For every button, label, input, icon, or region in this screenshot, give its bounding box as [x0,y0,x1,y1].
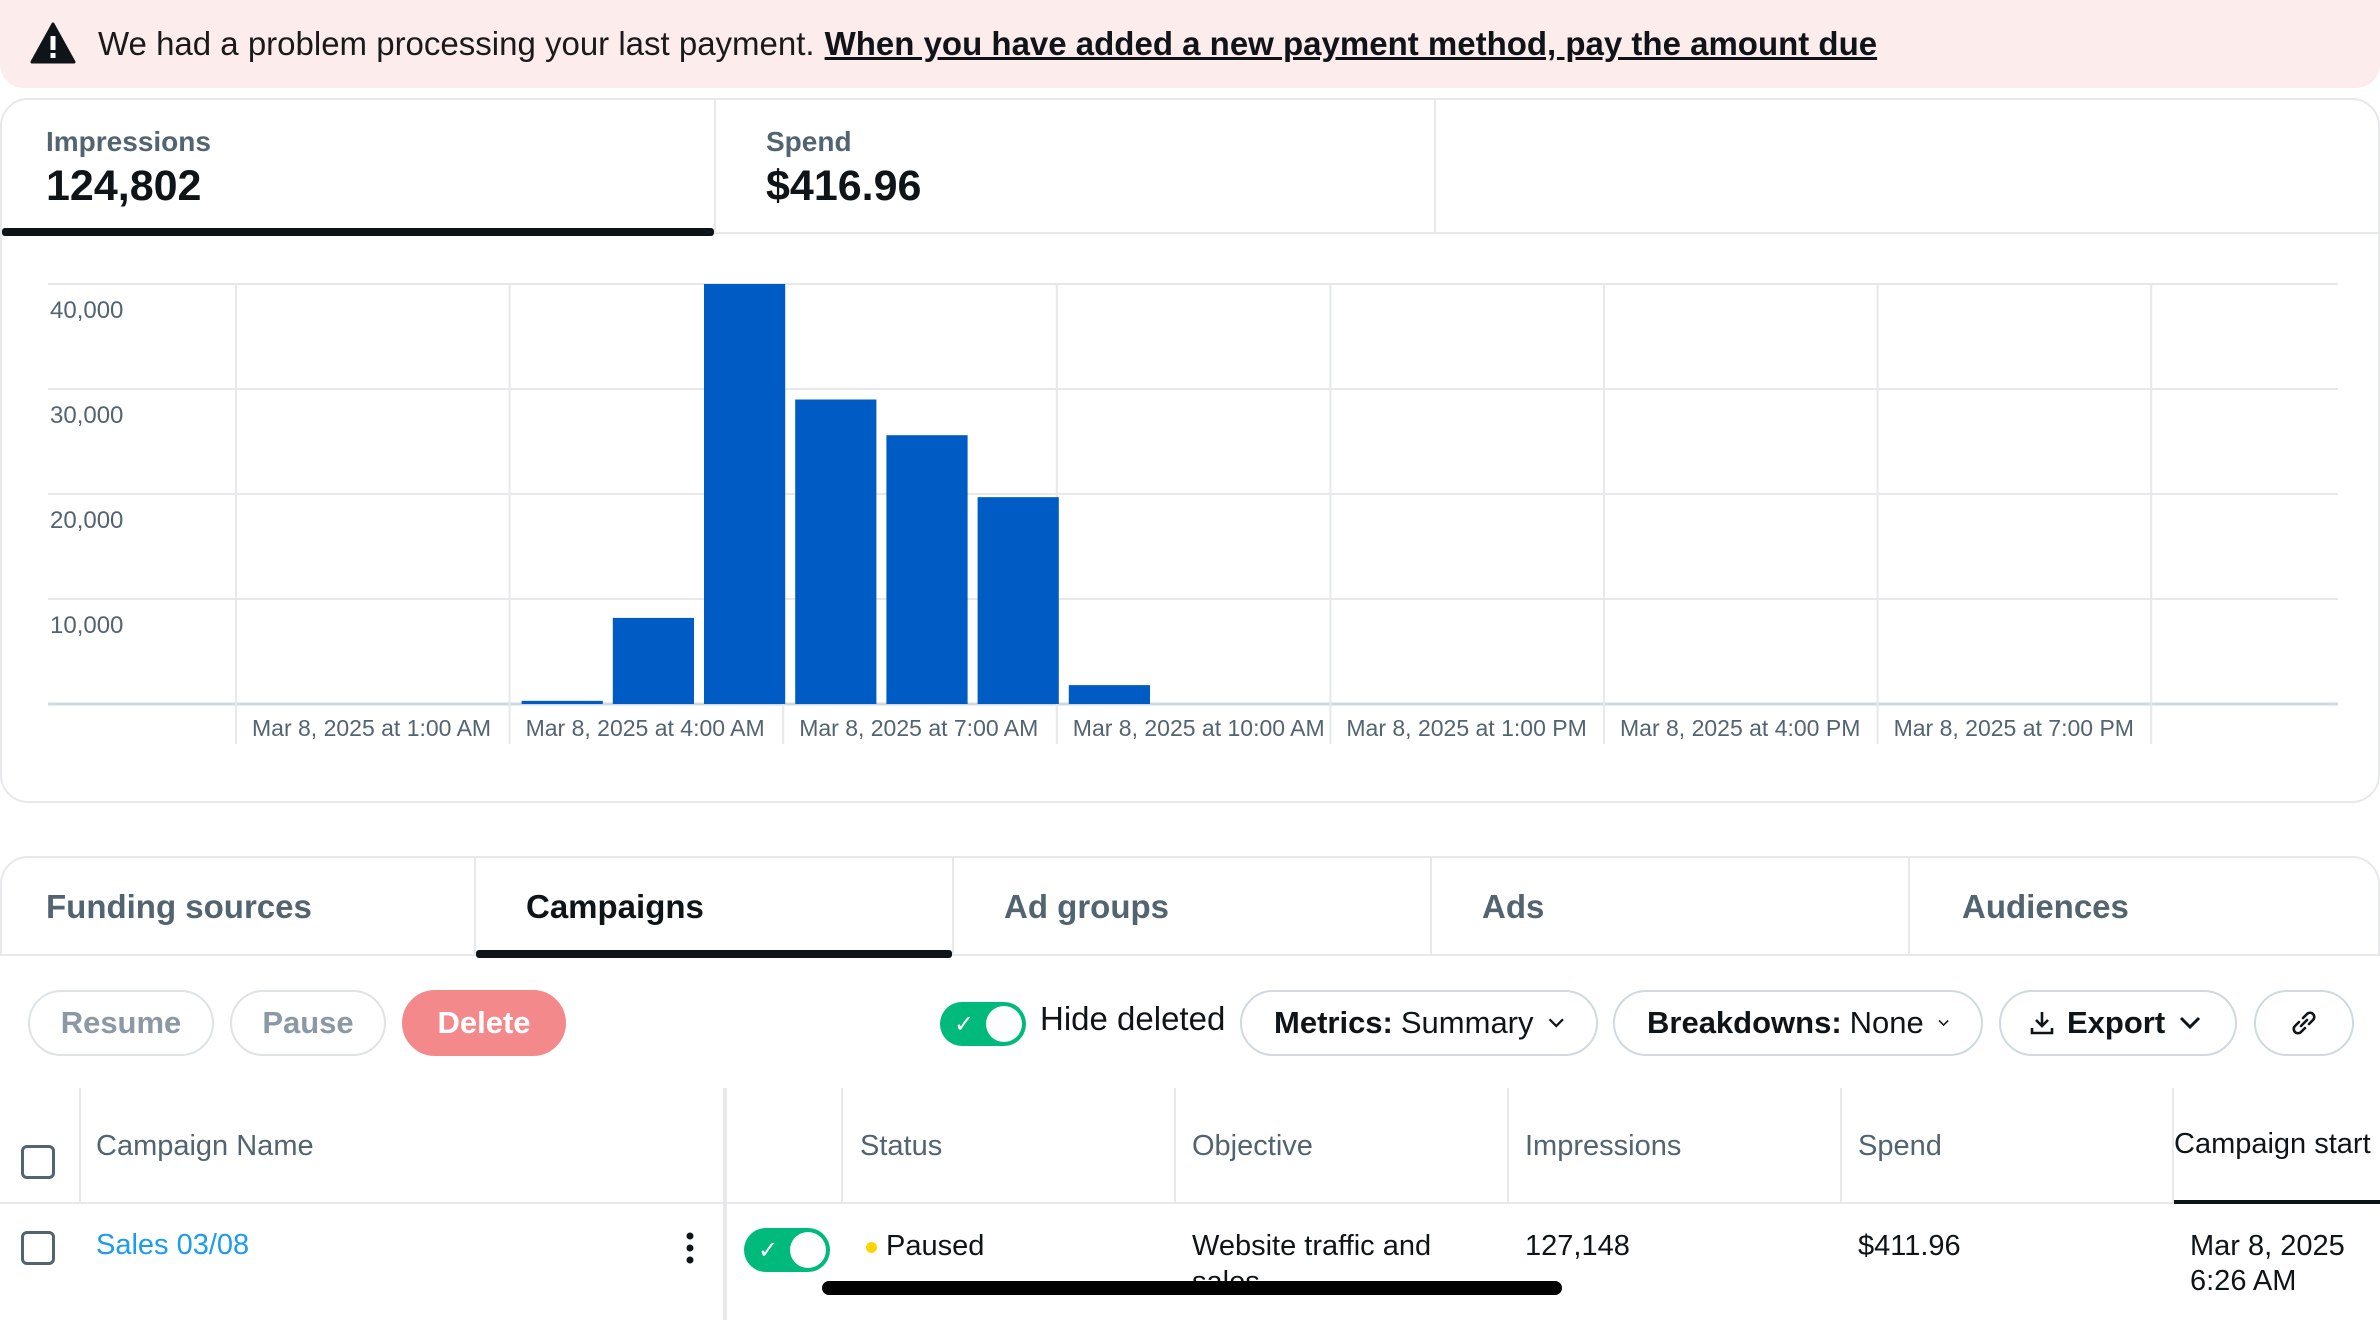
resume-button[interactable]: Resume [28,990,214,1056]
pause-button[interactable]: Pause [230,990,386,1056]
metric-label: Spend [766,126,852,157]
impressions-bar [521,700,603,704]
y-tick-label: 20,000 [50,507,123,534]
campaign-spend: $411.96 [1858,1230,1961,1262]
impressions-bar-chart: 40,000 30,000 20,000 10,000 Mar 8, 2025 at 1… [48,283,2338,744]
delete-button[interactable]: Delete [402,990,566,1056]
breakdowns-dropdown-value: None [1849,1005,1924,1040]
tab-audiences[interactable]: Audiences [1962,888,2129,925]
x-tick-label: Mar 8, 2025 at 1:00 AM [252,715,491,741]
metrics-dropdown[interactable]: Metrics: Summary [1240,990,1598,1056]
check-icon: ✓ [758,1237,779,1264]
metric-tab-impressions[interactable]: Impressions 124,802 [2,100,716,236]
column-impressions[interactable]: Impressions [1525,1129,1682,1162]
row-checkbox[interactable] [21,1231,55,1265]
chevron-down-icon [1548,1018,1564,1028]
tab-ad-groups[interactable]: Ad groups [954,858,1432,956]
export-label: Export [2067,1005,2166,1040]
impressions-bar [612,617,694,704]
column-objective[interactable]: Objective [1192,1129,1313,1162]
y-tick-label: 40,000 [50,297,123,324]
x-tick-label: Mar 8, 2025 at 4:00 PM [1620,715,1860,741]
impressions-bar [704,284,786,704]
tab-campaigns[interactable]: Campaigns [476,858,954,958]
x-tick-label: Mar 8, 2025 at 10:00 AM [1073,715,1325,741]
column-divider [723,1088,727,1320]
alert-message: We had a problem processing your last pa… [98,25,815,62]
x-tick-label: Mar 8, 2025 at 7:00 PM [1894,715,2134,741]
campaign-impressions: 127,148 [1525,1230,1630,1262]
tab-ads[interactable]: Ads [1432,858,1910,956]
column-divider [1174,1088,1176,1204]
x-tick-label: Mar 8, 2025 at 7:00 AM [799,715,1038,741]
campaign-name-link[interactable]: Sales 03/08 [96,1229,250,1261]
metric-value: $416.96 [766,162,922,210]
chevron-down-icon [1938,1019,1949,1027]
campaign-start-date: Mar 8, 2025 [2190,1230,2345,1262]
export-dropdown[interactable]: Export [1999,990,2237,1056]
warning-icon [30,22,76,64]
campaign-status: Paused [886,1230,985,1262]
column-divider [841,1088,843,1204]
column-campaign-start[interactable]: Campaign start [2174,1088,2380,1204]
toggle-knob [790,1232,826,1268]
link-icon [2292,1011,2316,1035]
copy-link-button[interactable] [2254,990,2354,1056]
column-divider [1507,1088,1509,1204]
impressions-bar [1068,685,1150,704]
impressions-bar [795,399,877,704]
column-status[interactable]: Status [860,1129,943,1162]
column-campaign-name[interactable]: Campaign Name [96,1129,314,1162]
status-dot-icon [866,1242,877,1253]
entity-tabs: Funding sources Campaigns Ad groups Ads … [0,856,2380,958]
tab-funding-sources[interactable]: Funding sources [2,858,476,956]
impressions-bar [886,435,968,704]
metric-tab-spend[interactable]: Spend $416.96 [716,100,1436,234]
impressions-bar [977,497,1059,704]
metrics-card: Impressions 124,802 Spend $416.96 40,000… [0,98,2380,803]
chevron-down-icon [2180,1016,2201,1030]
x-tick-label: Mar 8, 2025 at 4:00 AM [526,715,765,741]
download-icon [2030,1012,2054,1035]
campaign-objective: Website traffic and [1192,1230,1432,1262]
breakdowns-dropdown[interactable]: Breakdowns: None [1613,990,1983,1056]
home-indicator [822,1281,1562,1295]
column-spend[interactable]: Spend [1858,1129,1942,1162]
pay-amount-due-link[interactable]: When you have added a new payment method… [824,25,1878,62]
more-options-icon[interactable] [680,1230,700,1266]
y-tick-label: 10,000 [50,612,123,639]
breakdowns-dropdown-label: Breakdowns: [1647,1005,1842,1040]
select-all-checkbox[interactable] [21,1145,55,1179]
column-divider [1840,1088,1842,1204]
check-icon: ✓ [954,1011,975,1038]
x-tick-label: Mar 8, 2025 at 1:00 PM [1346,715,1586,741]
metric-value: 124,802 [46,162,202,210]
campaign-enabled-toggle[interactable]: ✓ [744,1228,830,1272]
hide-deleted-label: Hide deleted [1040,1000,1226,1037]
hide-deleted-toggle[interactable]: ✓ [940,1002,1026,1046]
table-header: Campaign Name Status Objective Impressio… [0,1088,2380,1204]
payment-alert-banner: We had a problem processing your last pa… [0,0,2380,88]
column-divider [2172,1088,2174,1204]
y-tick-label: 30,000 [50,402,123,429]
metric-tabs: Impressions 124,802 Spend $416.96 [2,100,2378,236]
metrics-dropdown-label: Metrics: [1274,1005,1393,1040]
campaign-start-time: 6:26 AM [2190,1265,2297,1297]
metrics-dropdown-value: Summary [1400,1005,1534,1040]
column-divider [79,1088,81,1204]
toggle-knob [986,1006,1022,1042]
metric-label: Impressions [46,126,211,157]
